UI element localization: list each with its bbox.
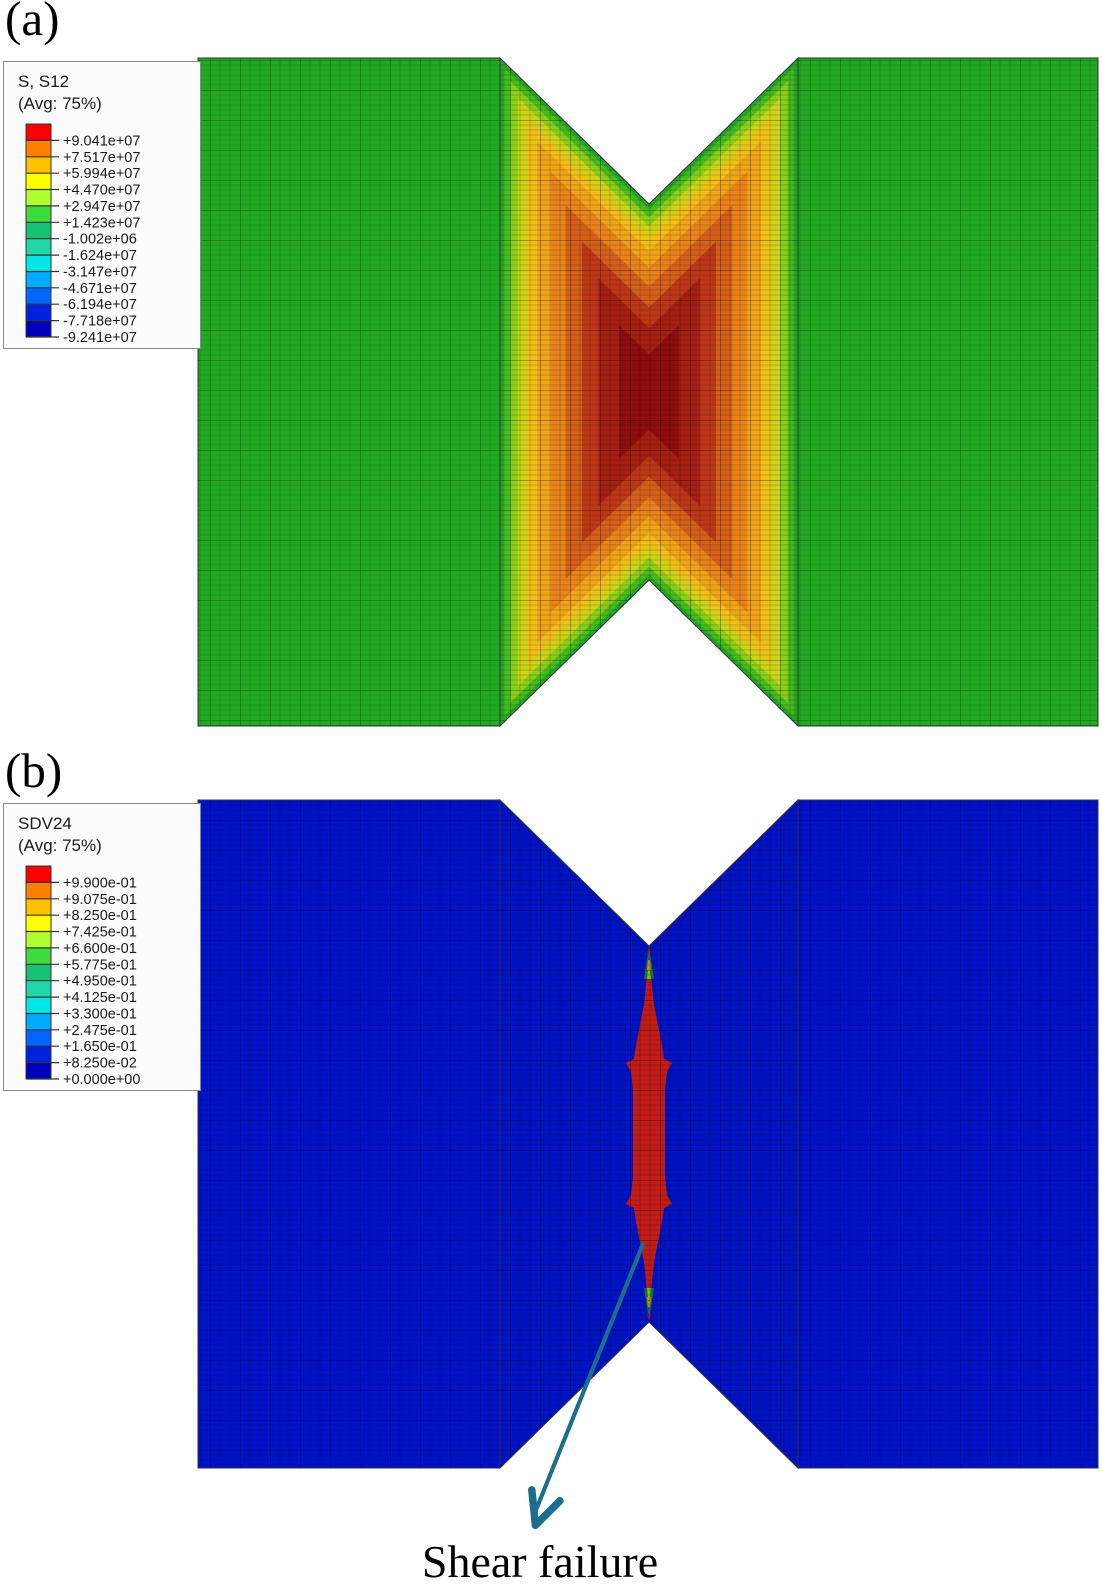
svg-text:-4.671e+07: -4.671e+07	[63, 281, 137, 297]
svg-text:+9.075e-01: +9.075e-01	[63, 892, 137, 908]
svg-text:-9.241e+07: -9.241e+07	[63, 330, 137, 346]
svg-text:+1.423e+07: +1.423e+07	[63, 215, 140, 231]
svg-text:-7.718e+07: -7.718e+07	[63, 314, 137, 330]
svg-text:+4.950e-01: +4.950e-01	[63, 974, 137, 990]
svg-text:+4.470e+07: +4.470e+07	[63, 183, 140, 199]
svg-text:+9.900e-01: +9.900e-01	[63, 875, 137, 891]
svg-text:+5.994e+07: +5.994e+07	[63, 166, 140, 182]
svg-text:-6.194e+07: -6.194e+07	[63, 297, 137, 313]
svg-text:+8.250e-02: +8.250e-02	[63, 1056, 137, 1072]
svg-text:-1.624e+07: -1.624e+07	[63, 248, 137, 264]
svg-text:+8.250e-01: +8.250e-01	[63, 908, 137, 924]
svg-text:+2.475e-01: +2.475e-01	[63, 1023, 137, 1039]
svg-text:-1.002e+06: -1.002e+06	[63, 232, 137, 248]
svg-text:+7.517e+07: +7.517e+07	[63, 150, 140, 166]
svg-text:+1.650e-01: +1.650e-01	[63, 1039, 137, 1055]
svg-text:+2.947e+07: +2.947e+07	[63, 199, 140, 215]
svg-text:+7.425e-01: +7.425e-01	[63, 925, 137, 941]
svg-text:+3.300e-01: +3.300e-01	[63, 1007, 137, 1023]
svg-text:-3.147e+07: -3.147e+07	[63, 265, 137, 281]
svg-text:+6.600e-01: +6.600e-01	[63, 941, 137, 957]
svg-text:+5.775e-01: +5.775e-01	[63, 957, 137, 973]
svg-text:+0.000e+00: +0.000e+00	[63, 1072, 140, 1088]
svg-text:+4.125e-01: +4.125e-01	[63, 990, 137, 1006]
svg-text:+9.041e+07: +9.041e+07	[63, 133, 140, 149]
